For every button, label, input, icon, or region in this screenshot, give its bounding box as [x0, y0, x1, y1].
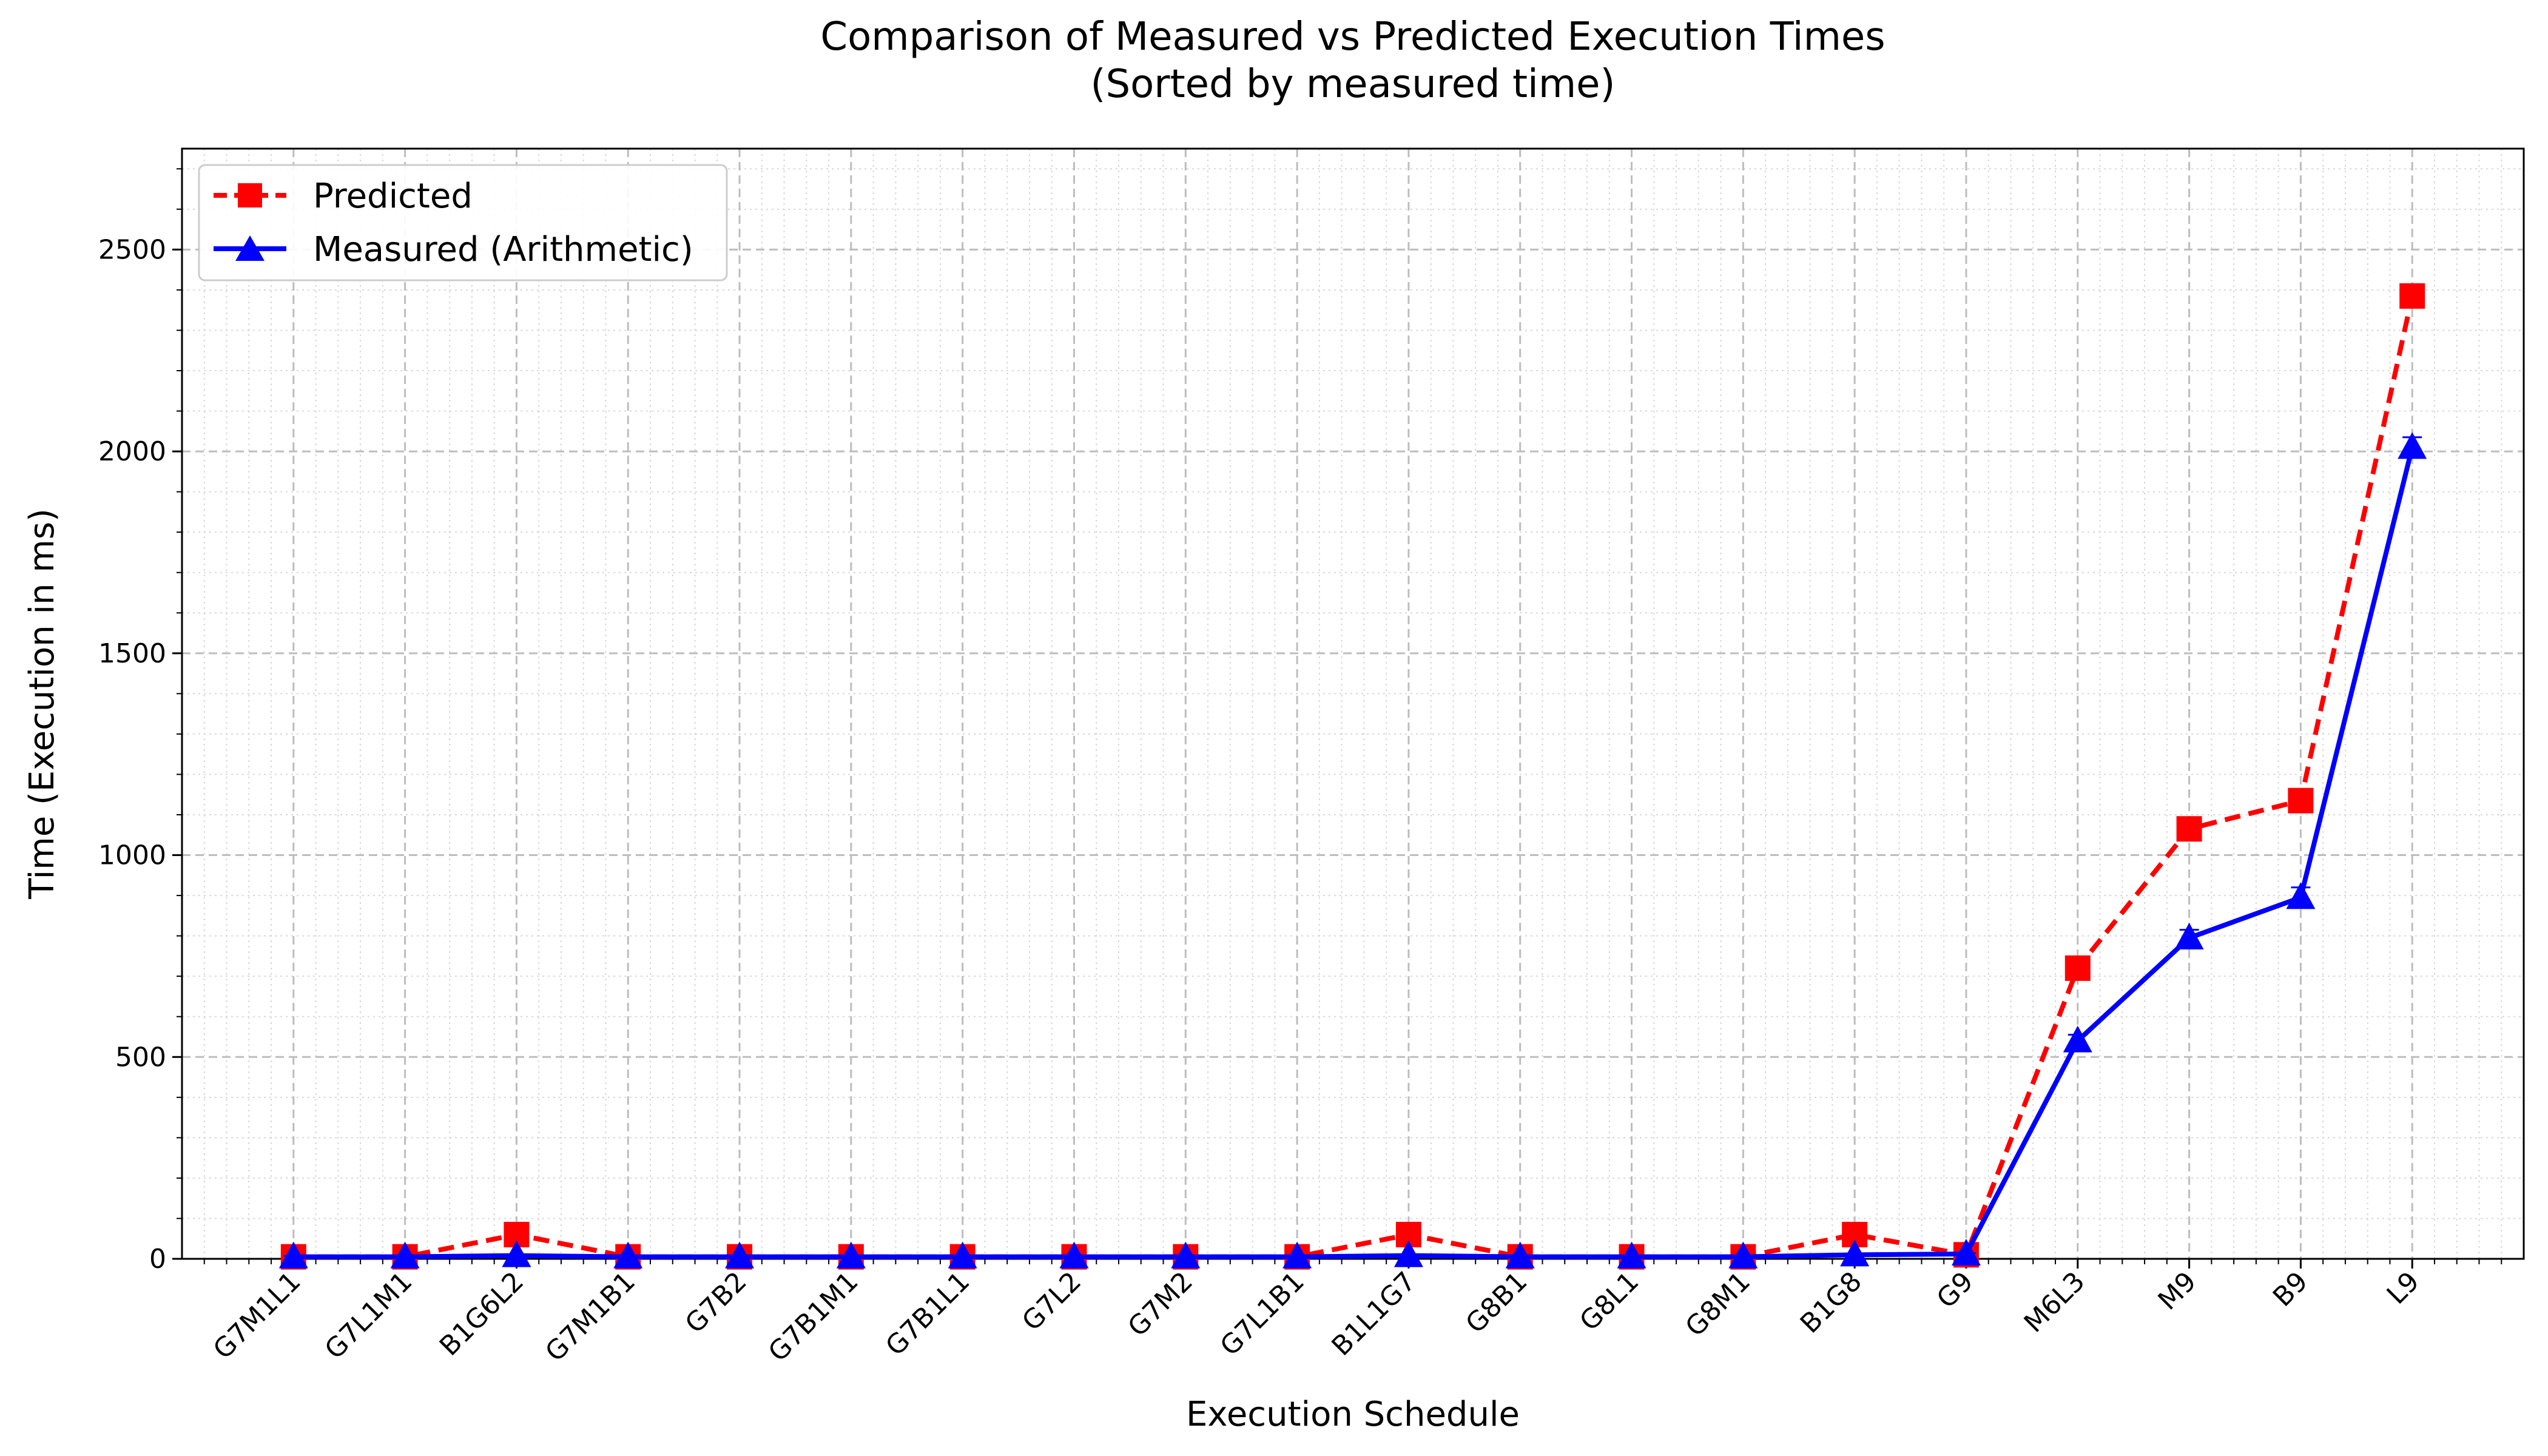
predicted-line: [293, 295, 2415, 1259]
measured-marker: [2286, 882, 2316, 909]
y-tick-label: 2000: [98, 436, 166, 467]
predicted-series: [280, 283, 2425, 1270]
minor-grid: [182, 149, 2524, 1259]
measured-marker: [1840, 1239, 1870, 1267]
x-tick-label: M9: [2152, 1266, 2203, 1316]
measured-marker: [1282, 1241, 1312, 1269]
x-tick-label: G8M1: [1680, 1266, 1757, 1343]
measured-marker: [1617, 1241, 1646, 1269]
legend-measured-marker: [235, 235, 265, 261]
measured-marker: [1505, 1241, 1535, 1269]
plot-frame: [181, 147, 2525, 1260]
measured-series: [278, 432, 2427, 1269]
measured-marker: [613, 1241, 643, 1269]
measured-marker: [502, 1240, 531, 1267]
x-tick-label: G7L1B1: [1215, 1266, 1310, 1362]
measured-marker: [948, 1241, 977, 1269]
predicted-marker: [2399, 283, 2425, 309]
series-layer: [278, 283, 2427, 1270]
legend-box: [198, 164, 728, 281]
measured-marker: [1951, 1239, 1981, 1266]
measured-marker: [1171, 1241, 1201, 1269]
legend: Predicted Measured (Arithmetic): [198, 164, 728, 281]
measured-marker: [2174, 922, 2204, 949]
y-axis-label: Time (Execution in ms): [22, 508, 62, 900]
y-tick-label: 1500: [98, 638, 166, 669]
measured-marker: [278, 1241, 308, 1269]
y-tick-label: 1000: [98, 840, 166, 871]
legend-predicted-marker: [238, 183, 262, 207]
measured-marker: [1394, 1240, 1423, 1267]
predicted-marker: [2288, 787, 2314, 814]
measured-marker: [725, 1241, 755, 1269]
x-tick-label: G7M1L1: [207, 1266, 307, 1366]
measured-line: [293, 447, 2415, 1259]
x-tick-label: B9: [2267, 1266, 2314, 1313]
x-tick-label: G7L1M1: [319, 1266, 419, 1366]
legend-measured-label: Measured (Arithmetic): [313, 230, 693, 269]
measured-marker: [1059, 1241, 1089, 1269]
legend-predicted-label: Predicted: [313, 177, 473, 216]
x-tick-label: G7B1L1: [880, 1266, 976, 1362]
x-tick-label: G7M1B1: [539, 1266, 641, 1368]
measured-marker: [2063, 1025, 2092, 1053]
predicted-marker: [2176, 816, 2202, 842]
x-tick-label: G7L2: [1016, 1266, 1087, 1337]
x-tick-label: M6L3: [2018, 1266, 2091, 1339]
y-axis: 0 500 1000 1500 2000 2500: [98, 168, 182, 1275]
y-tick-label: 2500: [98, 234, 166, 265]
chart-subtitle: (Sorted by measured time): [1091, 62, 1616, 107]
x-tick-label: G7B2: [679, 1266, 753, 1340]
x-tick-label: B1G8: [1795, 1266, 1868, 1340]
major-grid: [182, 149, 2524, 1260]
y-tick-label: 500: [115, 1042, 166, 1073]
predicted-marker: [2064, 955, 2091, 981]
x-axis-label: Execution Schedule: [1186, 1395, 1520, 1434]
measured-marker: [1728, 1241, 1758, 1269]
x-tick-label: G8B1: [1460, 1266, 1533, 1340]
measured-marker: [836, 1241, 866, 1269]
x-tick-label: B1L1G7: [1326, 1266, 1421, 1362]
x-tick-label: G9: [1931, 1266, 1980, 1315]
measured-marker: [390, 1241, 420, 1269]
measured-marker: [2398, 432, 2427, 459]
x-tick-label: G7M2: [1122, 1266, 1199, 1343]
x-tick-label: B1G6L2: [434, 1266, 530, 1362]
x-axis: G7M1L1 G7L1M1 B1G6L2 G7M1B1 G7B2 G7B1M1 G7B1L1…: [203, 1259, 2502, 1368]
x-tick-label: G8L1: [1574, 1266, 1645, 1337]
y-tick-label: 0: [149, 1244, 166, 1275]
chart-title: Comparison of Measured vs Predicted Exec…: [820, 15, 1885, 59]
x-tick-label: L9: [2381, 1266, 2425, 1310]
x-tick-label: G7B1M1: [763, 1266, 864, 1368]
